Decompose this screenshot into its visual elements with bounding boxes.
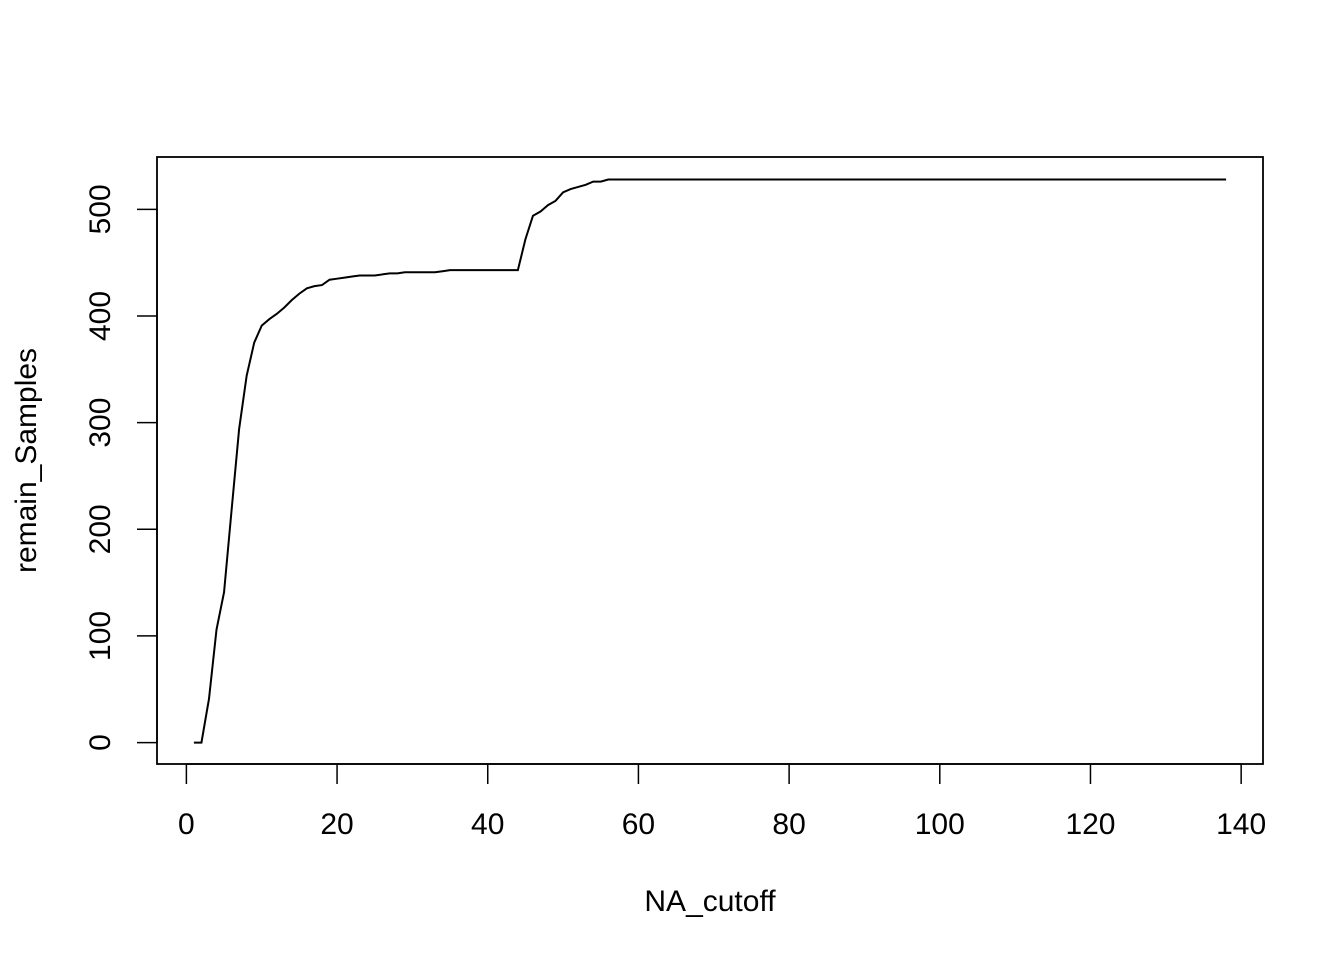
x-tick-label: 40: [471, 808, 504, 841]
y-axis: 0 100 200 300 400 500: [84, 184, 158, 751]
y-axis-label: remain_Samples: [10, 348, 43, 573]
x-axis-label: NA_cutoff: [644, 885, 776, 918]
x-tick-label: 20: [320, 808, 353, 841]
y-tick-label: 200: [84, 504, 117, 554]
x-tick-label: 120: [1065, 808, 1115, 841]
y-tick-label: 300: [84, 398, 117, 448]
y-tick-label: 0: [84, 734, 117, 751]
y-tick-label: 500: [84, 184, 117, 234]
y-tick-label: 100: [84, 611, 117, 661]
plot-frame: [156, 156, 1264, 765]
series-layer: [193, 178, 1227, 744]
x-tick-label: 0: [178, 808, 195, 841]
x-axis: 0 20 40 60 80 100 120 140: [178, 763, 1266, 841]
x-tick-label: 140: [1216, 808, 1266, 841]
x-tick-label: 80: [772, 808, 805, 841]
plot-box: [156, 156, 1264, 765]
y-tick-label: 400: [84, 291, 117, 341]
series-line: [193, 178, 1227, 744]
x-tick-label: 60: [622, 808, 655, 841]
x-tick-label: 100: [915, 808, 965, 841]
